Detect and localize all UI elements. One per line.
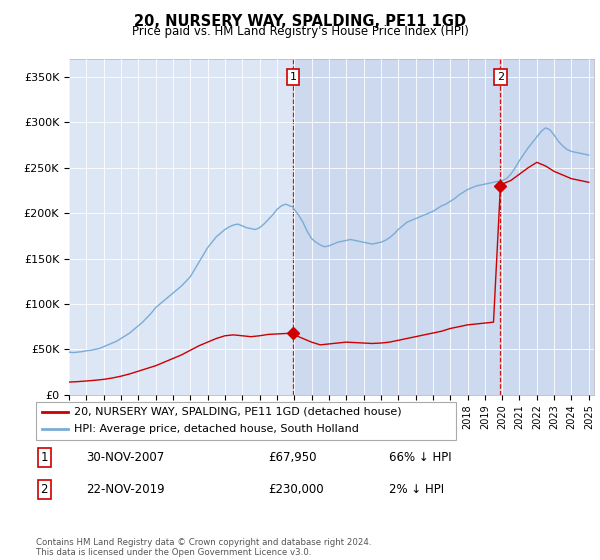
Text: 2% ↓ HPI: 2% ↓ HPI [389, 483, 445, 496]
Text: 20, NURSERY WAY, SPALDING, PE11 1GD: 20, NURSERY WAY, SPALDING, PE11 1GD [134, 14, 466, 29]
Text: 1: 1 [41, 451, 48, 464]
Text: 66% ↓ HPI: 66% ↓ HPI [389, 451, 452, 464]
Text: 20, NURSERY WAY, SPALDING, PE11 1GD (detached house): 20, NURSERY WAY, SPALDING, PE11 1GD (det… [74, 407, 401, 417]
Bar [293, 59, 594, 395]
Text: 22-NOV-2019: 22-NOV-2019 [86, 483, 164, 496]
Text: Price paid vs. HM Land Registry's House Price Index (HPI): Price paid vs. HM Land Registry's House … [131, 25, 469, 38]
Text: 1: 1 [289, 72, 296, 82]
FancyBboxPatch shape [36, 402, 456, 440]
Text: 2: 2 [41, 483, 48, 496]
Text: 30-NOV-2007: 30-NOV-2007 [86, 451, 164, 464]
Text: 2: 2 [497, 72, 504, 82]
Text: £230,000: £230,000 [268, 483, 323, 496]
Text: £67,950: £67,950 [268, 451, 316, 464]
Text: HPI: Average price, detached house, South Holland: HPI: Average price, detached house, Sout… [74, 424, 359, 435]
Text: Contains HM Land Registry data © Crown copyright and database right 2024.
This d: Contains HM Land Registry data © Crown c… [36, 538, 371, 557]
